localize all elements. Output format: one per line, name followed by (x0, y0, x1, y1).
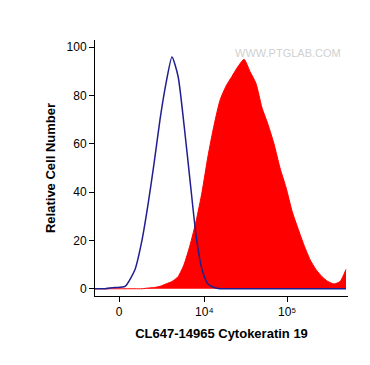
svg-text:100: 100 (67, 40, 87, 54)
svg-text:40: 40 (73, 185, 87, 199)
svg-text:0: 0 (80, 282, 87, 296)
svg-text:20: 20 (73, 234, 87, 248)
svg-text:10⁵: 10⁵ (278, 305, 296, 319)
svg-text:Relative Cell Number: Relative Cell Number (43, 103, 58, 233)
svg-text:10⁴: 10⁴ (195, 305, 214, 319)
svg-text:WWW.PTGLAB.COM: WWW.PTGLAB.COM (235, 47, 341, 59)
svg-text:0: 0 (116, 305, 123, 319)
svg-text:CL647-14965 Cytokeratin 19: CL647-14965 Cytokeratin 19 (135, 326, 308, 341)
svg-text:60: 60 (73, 137, 87, 151)
svg-text:80: 80 (73, 89, 87, 103)
